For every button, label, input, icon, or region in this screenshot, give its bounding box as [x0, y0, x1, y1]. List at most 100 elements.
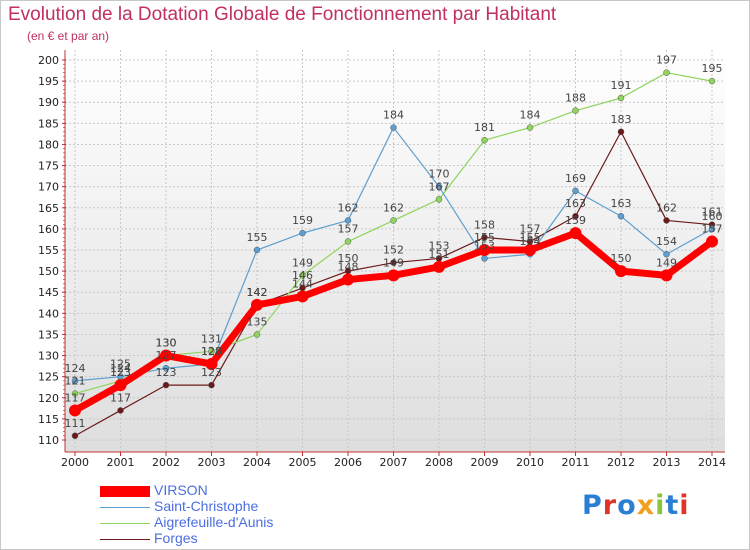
y-tick-label: 115 [38, 413, 59, 426]
point-aigrefeuille-d-aunis [572, 107, 579, 114]
data-label-saint-christophe: 170 [429, 168, 450, 181]
logo-letter: r [602, 490, 618, 521]
data-label-aigrefeuille-d-aunis: 184 [520, 109, 541, 122]
point-aigrefeuille-d-aunis [663, 69, 670, 76]
x-tick-label: 2009 [471, 456, 499, 469]
point-forges [162, 381, 170, 389]
y-tick-label: 110 [38, 434, 59, 447]
data-label-saint-christophe: 153 [474, 239, 495, 252]
x-tick-label: 2003 [198, 456, 226, 469]
y-tick-label: 130 [38, 350, 59, 363]
data-label-saint-christophe: 125 [110, 358, 131, 371]
point-virson [160, 349, 172, 362]
point-virson [251, 298, 263, 311]
y-tick-label: 140 [38, 307, 59, 320]
legend-swatch-saint-christophe [100, 507, 150, 508]
point-aigrefeuille-d-aunis [344, 238, 352, 245]
point-saint-christophe [344, 217, 352, 224]
data-label-forges: 111 [65, 417, 86, 430]
data-label-forges: 158 [474, 218, 495, 231]
data-label-virson: 123 [110, 366, 131, 379]
point-virson [342, 273, 354, 286]
data-label-virson: 151 [429, 248, 450, 261]
legend-swatch-virson [100, 486, 150, 497]
data-label-saint-christophe: 155 [247, 231, 268, 244]
data-label-aigrefeuille-d-aunis: 121 [65, 375, 86, 388]
data-label-forges: 146 [292, 269, 313, 282]
data-label-forges: 183 [611, 113, 632, 126]
data-label-aigrefeuille-d-aunis: 135 [247, 315, 268, 328]
data-label-saint-christophe: 159 [292, 214, 313, 227]
x-tick-label: 2013 [653, 456, 681, 469]
point-virson [205, 358, 218, 370]
point-saint-christophe [572, 187, 579, 195]
y-tick-label: 120 [38, 392, 59, 405]
y-tick-label: 190 [38, 96, 59, 109]
data-label-virson: 159 [565, 214, 586, 227]
data-label-virson: 155 [474, 231, 495, 244]
point-aigrefeuille-d-aunis [208, 348, 215, 355]
data-label-saint-christophe: 127 [156, 349, 177, 362]
line-chart: 1101151201251301351401451501551601651701… [38, 50, 726, 469]
legend-item-forges: Forges [100, 530, 360, 547]
data-label-aigrefeuille-d-aunis: 131 [201, 332, 222, 345]
data-label-aigrefeuille-d-aunis: 195 [702, 62, 723, 75]
logo-letter: x [636, 490, 656, 521]
x-tick-label: 2004 [243, 456, 271, 469]
point-saint-christophe [663, 250, 670, 258]
y-tick-label: 155 [38, 244, 59, 257]
data-label-aigrefeuille-d-aunis: 188 [565, 92, 586, 105]
data-label-forges: 152 [383, 244, 404, 257]
point-aigrefeuille-d-aunis [708, 77, 716, 85]
point-aigrefeuille-d-aunis [299, 272, 306, 279]
legend-label-aigrefeuille: Aigrefeuille-d'Aunis [154, 514, 274, 530]
data-label-aigrefeuille-d-aunis: 191 [611, 79, 632, 92]
logo-letter: i [655, 490, 666, 521]
x-tick-label: 2007 [380, 456, 408, 469]
data-label-saint-christophe: 160 [702, 210, 723, 223]
data-label-aigrefeuille-d-aunis: 197 [656, 54, 677, 67]
y-tick-label: 160 [38, 223, 59, 236]
logo-letter: o [617, 490, 637, 521]
legend-swatch-forges [100, 539, 150, 540]
point-forges [208, 381, 215, 389]
point-saint-christophe [253, 246, 261, 254]
data-label-virson: 149 [383, 256, 404, 269]
x-tick-label: 2000 [61, 456, 89, 469]
data-label-virson: 144 [292, 277, 313, 290]
point-virson [387, 269, 400, 282]
data-label-forges: 153 [429, 239, 450, 252]
point-forges [663, 217, 670, 224]
data-label-forges: 117 [110, 391, 131, 404]
x-tick-label: 2001 [107, 456, 135, 469]
y-tick-label: 135 [38, 328, 59, 341]
y-tick-label: 125 [38, 371, 59, 384]
data-label-saint-christophe: 128 [201, 345, 222, 358]
data-label-virson: 142 [247, 286, 268, 299]
y-tick-label: 185 [38, 117, 59, 130]
legend-label-forges: Forges [154, 530, 198, 546]
axes: 1101151201251301351401451501551601651701… [38, 50, 726, 469]
data-label-saint-christophe: 169 [565, 172, 586, 185]
x-tick-label: 2010 [516, 456, 544, 469]
data-label-virson: 130 [156, 337, 177, 350]
x-tick-label: 2005 [289, 456, 317, 469]
data-label-aigrefeuille-d-aunis: 130 [156, 337, 177, 350]
proxiti-logo: Proxiti [582, 490, 690, 521]
data-label-virson: 155 [520, 231, 541, 244]
y-tick-label: 150 [38, 265, 59, 278]
y-tick-label: 165 [38, 202, 59, 215]
point-virson [706, 235, 718, 248]
data-label-virson: 149 [656, 256, 677, 269]
data-labels-layer: 111 117 123 123 142 146 150 152 153 158 157 163 183 1… [65, 54, 723, 430]
point-saint-christophe [435, 183, 443, 190]
point-forges [617, 128, 625, 136]
data-label-aigrefeuille-d-aunis: 162 [383, 201, 404, 214]
x-tick-label: 2012 [607, 456, 635, 469]
legend-label-virson: VIRSON [154, 482, 208, 498]
chart-subtitle: (en € et par an) [27, 29, 110, 43]
point-virson [478, 244, 491, 256]
legend-item-virson: VIRSON [100, 482, 360, 499]
x-tick-label: 2002 [152, 456, 180, 469]
data-label-forges: 163 [565, 197, 586, 210]
